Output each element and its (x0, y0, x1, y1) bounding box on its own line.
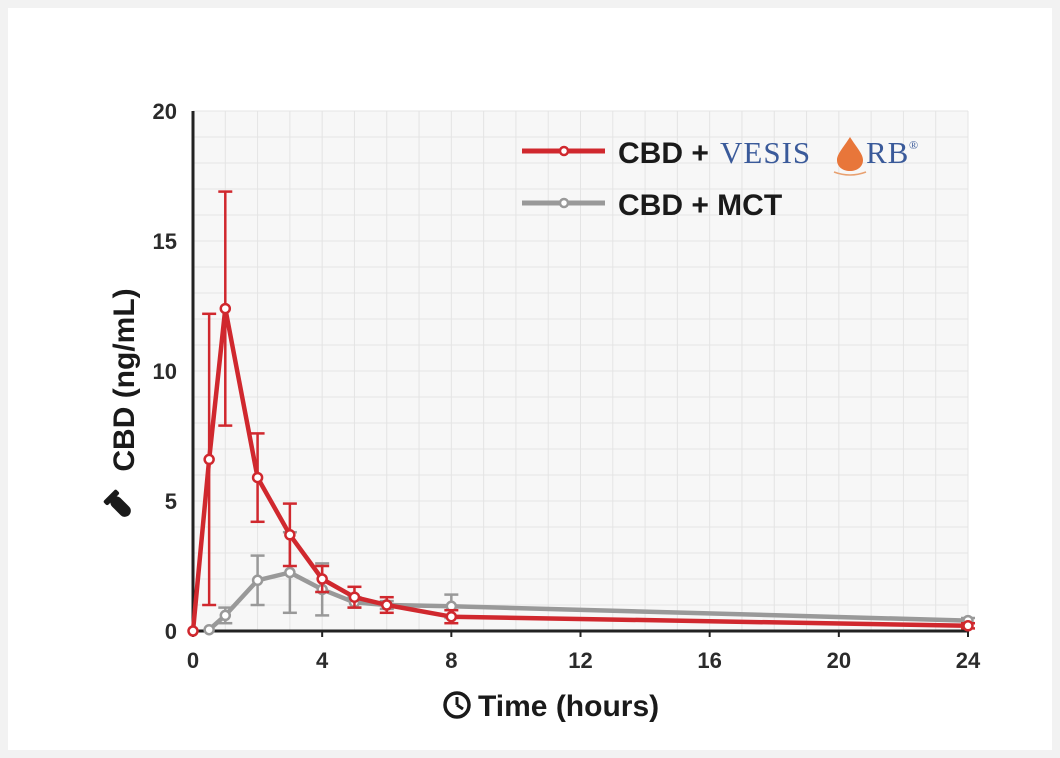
brand-start: VESIS (720, 135, 811, 170)
y-axis-title: CBD (ng/mL) (108, 288, 141, 471)
brand-registered-mark: ® (909, 138, 918, 152)
x-tick-label: 24 (956, 648, 981, 673)
vesisorb-brand-text-end: RB (866, 135, 909, 170)
data-series (187, 190, 975, 637)
axes (191, 111, 969, 637)
legend-label-prefix: CBD + (618, 137, 709, 170)
series-vesisorb (187, 190, 975, 637)
data-point (445, 610, 458, 623)
y-tick-label: 10 (153, 359, 177, 384)
data-point (348, 591, 361, 603)
x-tick-label: 12 (568, 648, 592, 673)
legend-label-mct: CBD + MCT (618, 189, 782, 222)
brand-end: RB (866, 135, 909, 170)
data-point (284, 529, 296, 541)
data-point (203, 623, 215, 636)
legend-prefix-text: CBD + (618, 137, 709, 170)
x-axis-title: Time (hours) (478, 690, 659, 723)
x-tick-label: 8 (445, 648, 457, 673)
data-point (284, 566, 296, 579)
data-point (251, 471, 264, 484)
tick-labels: 0 4 8 12 16 20 24 0 5 10 15 20 (153, 99, 981, 673)
legend-marker-vesisorb (558, 145, 570, 157)
y-tick-label: 5 (165, 489, 177, 514)
clock-icon (443, 691, 471, 719)
grid-lines (192, 110, 969, 632)
y-tick-label: 20 (153, 99, 177, 124)
chart-canvas: 0 4 8 12 16 20 24 0 5 10 15 20 CBD (ng/mL) Time (ho… (103, 99, 981, 723)
data-point (251, 574, 264, 587)
chart-figure: 0 4 8 12 16 20 24 0 5 10 15 20 CBD (ng/mL) Time (ho… (8, 8, 1052, 750)
vesisorb-droplet-logo (833, 137, 867, 176)
legend-item-vesisorb: CBD + VESIS RB ® (522, 135, 918, 176)
x-tick-label: 20 (827, 648, 851, 673)
x-tick-label: 0 (187, 648, 199, 673)
y-tick-label: 0 (165, 619, 177, 644)
legend: CBD + VESIS RB ® CBD + MCT (522, 135, 918, 222)
legend-item-mct: CBD + MCT (522, 189, 782, 222)
x-tick-label: 4 (316, 648, 329, 673)
data-point (219, 609, 232, 622)
x-axis-title-group: Time (hours) (443, 690, 659, 723)
test-tube-icon (103, 489, 131, 517)
y-tick-label: 15 (153, 229, 177, 254)
data-point (187, 625, 199, 637)
data-point (203, 453, 215, 466)
y-axis-title-group: CBD (ng/mL) (103, 288, 141, 517)
data-point (381, 599, 393, 611)
vesisorb-brand-text: VESIS (720, 135, 811, 170)
series-line (190, 306, 969, 632)
x-tick-label: 16 (697, 648, 721, 673)
legend-marker-mct (558, 197, 570, 209)
data-point (316, 573, 328, 585)
data-point (962, 620, 974, 632)
data-point (219, 302, 232, 315)
